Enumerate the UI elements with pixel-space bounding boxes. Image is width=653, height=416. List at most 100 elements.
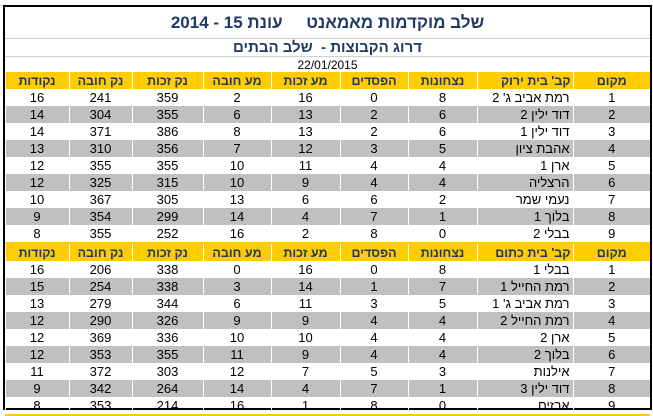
- table-cell: 9: [270, 312, 340, 329]
- table-cell: 2: [202, 89, 271, 106]
- column-header: הפסדים: [339, 243, 408, 261]
- table-cell: 14: [202, 380, 271, 397]
- page-subtitle: דרוג הקבוצות - שלב הבתים: [5, 39, 650, 57]
- table-cell: 6: [202, 106, 271, 123]
- table-cell: 241: [68, 89, 132, 106]
- table-cell: 367: [68, 191, 132, 208]
- team-name-cell: רמת החייל 1: [476, 278, 573, 295]
- table-cell: 13: [4, 295, 69, 312]
- table-row: 9 בבלי 2 0 8 2 16 252 355 8: [4, 225, 650, 244]
- table-cell: 13: [270, 106, 340, 123]
- page-title: שלב מוקדמות מאמאנט עונת 15 - 2014: [5, 7, 650, 39]
- table-cell: 12: [270, 140, 340, 157]
- table-cell: 10: [4, 191, 69, 208]
- team-name-cell: אילנות: [476, 363, 573, 380]
- table-cell: 353: [68, 346, 132, 363]
- group-header-row: מקום קב' בית כתום נצחונות הפסדים מע זכות מע ח…: [4, 243, 650, 261]
- table-cell: 3: [572, 295, 650, 312]
- column-header: מקום: [572, 72, 650, 89]
- table-cell: 7: [572, 191, 650, 208]
- table-cell: 0: [407, 397, 477, 416]
- table-row: 5 ארן 1 4 4 11 10 355 355 12: [4, 157, 650, 174]
- table-cell: 10: [202, 157, 271, 174]
- table-cell: 7: [202, 140, 271, 157]
- table-cell: 9: [202, 312, 271, 329]
- column-header: מקום: [572, 243, 650, 261]
- column-header: קב' בית ירוק: [476, 72, 573, 89]
- table-cell: 7: [407, 278, 477, 295]
- table-cell: 8: [4, 225, 69, 244]
- table-cell: 6: [407, 106, 477, 123]
- table-cell: 4: [270, 208, 340, 225]
- column-header: מע חובה: [202, 243, 271, 261]
- table-cell: 4: [407, 157, 477, 174]
- table-cell: 6: [339, 191, 408, 208]
- table-cell: 4: [407, 346, 477, 363]
- table-cell: 310: [68, 140, 132, 157]
- team-name-cell: נעמי שמר: [476, 191, 573, 208]
- table-cell: 342: [68, 380, 132, 397]
- table-cell: 2: [572, 278, 650, 295]
- table-cell: 14: [4, 106, 69, 123]
- table-row: 5 ארן 2 4 4 10 10 336 369 12: [4, 329, 650, 346]
- table-row: 2 רמת החייל 1 7 1 14 3 338 254 15: [4, 278, 650, 295]
- table-cell: 1: [270, 397, 340, 416]
- table-cell: 336: [131, 329, 203, 346]
- table-cell: 1: [572, 89, 650, 106]
- column-header: קב' בית כתום: [476, 243, 573, 261]
- table-cell: 279: [68, 295, 132, 312]
- table-cell: 355: [68, 225, 132, 244]
- column-header: הפסדים: [339, 72, 408, 89]
- table-cell: 4: [407, 329, 477, 346]
- table-cell: 8: [339, 225, 408, 244]
- table-cell: 11: [4, 363, 69, 380]
- table-cell: 303: [131, 363, 203, 380]
- table-cell: 16: [202, 225, 271, 244]
- table-cell: 8: [4, 397, 69, 416]
- team-name-cell: רמת אביב ג' 1: [476, 295, 573, 312]
- table-cell: 16: [270, 89, 340, 106]
- table-cell: 356: [131, 140, 203, 157]
- column-header: מע זכות: [270, 72, 340, 89]
- table-row: 9 ארזים 0 8 1 16 214 353 8: [4, 397, 650, 416]
- table-cell: 354: [68, 208, 132, 225]
- table-cell: 326: [131, 312, 203, 329]
- column-header: נצחונות: [407, 243, 477, 261]
- table-cell: 386: [131, 123, 203, 140]
- table-cell: 9: [572, 225, 650, 244]
- table-cell: 299: [131, 208, 203, 225]
- table-cell: 344: [131, 295, 203, 312]
- table-cell: 371: [68, 123, 132, 140]
- column-header: נקודות: [4, 243, 69, 261]
- table-row: 2 דוד ילין 2 6 2 13 6 355 304 14: [4, 106, 650, 123]
- column-header: נקודות: [4, 72, 69, 89]
- table-cell: 315: [131, 174, 203, 191]
- table-cell: 5: [407, 140, 477, 157]
- table-cell: 16: [4, 261, 69, 278]
- table-cell: 2: [339, 123, 408, 140]
- table-cell: 338: [131, 278, 203, 295]
- column-header: מע זכות: [270, 243, 340, 261]
- team-name-cell: דוד ילין 2: [476, 106, 573, 123]
- table-cell: 9: [572, 397, 650, 416]
- table-cell: 325: [68, 174, 132, 191]
- team-name-cell: רמת החייל 2: [476, 312, 573, 329]
- table-cell: 7: [270, 363, 340, 380]
- table-cell: 8: [339, 397, 408, 416]
- table-cell: 369: [68, 329, 132, 346]
- column-header: מע חובה: [202, 72, 271, 89]
- table-cell: 372: [68, 363, 132, 380]
- table-cell: 10: [202, 174, 271, 191]
- table-cell: 4: [339, 346, 408, 363]
- standings-sheet: שלב מוקדמות מאמאנט עונת 15 - 2014 דרוג ה…: [3, 5, 652, 416]
- column-header: נצחונות: [407, 72, 477, 89]
- table-cell: 9: [270, 174, 340, 191]
- team-name-cell: רמת אביב ג' 2: [476, 89, 573, 106]
- table-cell: 5: [572, 329, 650, 346]
- team-name-cell: דוד ילין 3: [476, 380, 573, 397]
- team-name-cell: בבלי 2: [476, 225, 573, 244]
- table-cell: 3: [339, 140, 408, 157]
- table-cell: 1: [572, 261, 650, 278]
- table-cell: 4: [572, 140, 650, 157]
- table-cell: 7: [339, 380, 408, 397]
